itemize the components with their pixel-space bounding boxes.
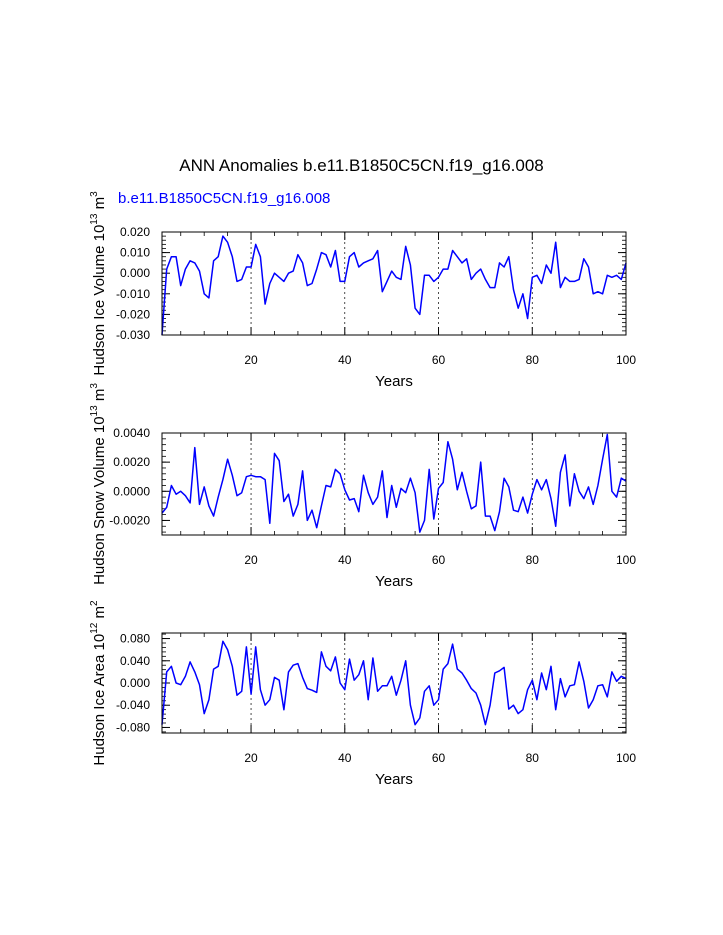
data-series-line [161,235,627,336]
x-tick-label: 100 [616,751,636,765]
y-axis-label-unit: m [91,197,108,214]
y-axis-label-text: Hudson Snow Volume 10 [91,416,108,584]
y-axis-label-text: Hudson Ice Volume 10 [91,225,108,376]
x-axis-label: Years [375,373,413,390]
y-tick-label: -0.040 [116,698,150,712]
x-tick-label: 20 [244,353,258,367]
plot-frame [161,231,627,336]
x-tick-label: 60 [432,353,446,367]
x-tick-label: 20 [244,553,258,567]
y-tick-label: 0.020 [120,225,150,239]
data-series-line [161,640,627,726]
y-axis-label-unit: m [91,606,108,623]
y-tick-label: -0.080 [116,720,150,734]
y-axis-label-exponent: 12 [89,622,100,634]
plot-frame [161,432,627,536]
y-tick-label: 0.0040 [113,426,150,440]
y-tick-label: -0.020 [116,307,150,321]
y-tick-label: 0.000 [120,266,150,280]
y-tick-label: 0.010 [120,246,150,260]
x-tick-label: 40 [338,751,352,765]
x-tick-label: 60 [432,553,446,567]
x-axis-label: Years [375,771,413,788]
data-series-line [161,433,627,533]
panel-3: 20 40 60 80 100 -0.080 -0.040 0.000 0.040 0.080 Ye… [89,600,636,788]
y-axis-label-unit-exponent: 2 [89,600,100,606]
x-tick-label: 60 [432,751,446,765]
x-tick-label: 100 [616,553,636,567]
panel-2: 20 40 60 80 100 -0.0020 0.0000 0.0020 0.0040 Year… [89,383,636,590]
y-axis-label-text: Hudson Ice Area 10 [91,634,108,766]
y-axis-label-exponent: 13 [89,405,100,417]
y-tick-label: 0.0020 [113,455,150,469]
x-tick-label: 80 [526,751,540,765]
series-subtitle: b.e11.B1850C5CN.f19_g16.008 [118,190,331,207]
x-tick-label: 40 [338,353,352,367]
y-tick-label: -0.0020 [109,513,150,527]
x-tick-label: 20 [244,751,258,765]
x-axis-label: Years [375,573,413,590]
y-axis-label: Hudson Snow Volume 1013 m3 [89,383,108,585]
plot-frame [161,632,627,734]
y-tick-label: -0.010 [116,287,150,301]
y-axis-label-exponent: 13 [89,213,100,225]
y-tick-label: 0.0000 [113,484,150,498]
x-tick-label: 40 [338,553,352,567]
x-tick-label: 80 [526,353,540,367]
y-tick-label: 0.080 [120,632,150,646]
y-tick-label: -0.030 [116,328,150,342]
y-axis-label: Hudson Ice Volume 1013 m3 [89,191,108,376]
y-axis-label-unit: m [91,389,108,406]
y-axis-label: Hudson Ice Area 1012 m2 [89,600,108,766]
y-tick-label: 0.040 [120,654,150,668]
y-axis-label-unit-exponent: 3 [89,383,100,389]
panel-1: 20 40 60 80 100 -0.030 -0.020 -0.010 0.000 0.010 0… [89,191,636,390]
x-tick-label: 80 [526,553,540,567]
x-tick-label: 100 [616,353,636,367]
y-tick-label: 0.000 [120,676,150,690]
figure-title: ANN Anomalies b.e11.B1850C5CN.f19_g16.00… [179,156,544,175]
y-axis-label-unit-exponent: 3 [89,191,100,197]
